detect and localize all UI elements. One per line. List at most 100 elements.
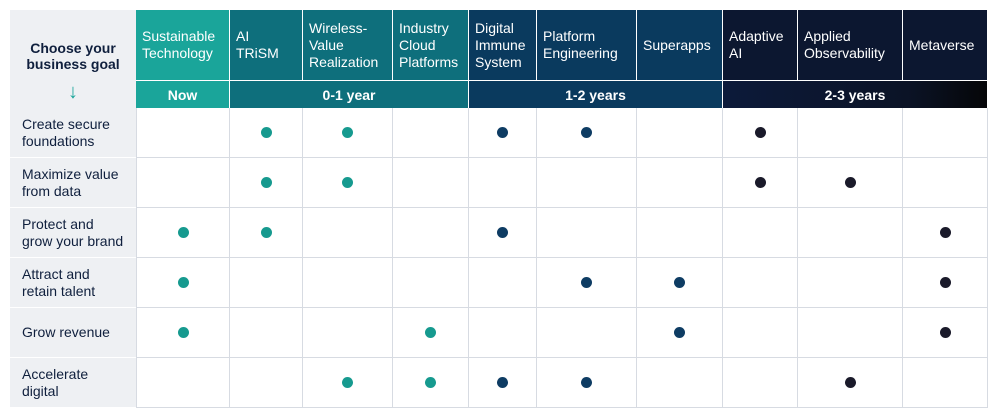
column-header: Metaverse [903,10,988,80]
goal-header-title: Choose your business goal [26,40,120,72]
relevance-dot-icon [177,227,189,238]
relevance-dot-icon [754,177,766,188]
column-header: Adaptive AI [723,10,798,80]
matrix-cell [637,358,723,408]
timeline-band: Now [136,81,230,108]
matrix-cell [136,158,230,208]
matrix-cell [798,208,903,258]
goal-row: Create secure foundations [10,108,988,158]
matrix-cell [303,308,393,358]
relevance-dot-icon [939,227,951,238]
matrix-cell [393,108,469,158]
relevance-dot-icon [177,327,189,338]
relevance-dot-icon [497,377,508,388]
matrix-cell [723,158,798,208]
relevance-dot-icon [260,227,272,238]
matrix-cell [469,358,537,408]
timeline-band: 0-1 year [230,81,469,108]
matrix-cell [537,108,637,158]
column-header: AI TRiSM [230,10,303,80]
matrix-cell [393,308,469,358]
relevance-dot-icon [497,127,508,138]
matrix-cell [303,258,393,308]
relevance-dot-icon [342,177,353,188]
goal-row: Attract and retain talent [10,258,988,308]
matrix-cell [798,308,903,358]
timeline-band-row: Now 0-1 year 1-2 years 2-3 years [136,81,988,108]
matrix-cell [637,208,723,258]
matrix-cell [537,308,637,358]
relevance-dot-icon [844,177,856,188]
goal-label: Maximize value from data [10,158,136,208]
relevance-dot-icon [497,227,508,238]
matrix-cell [303,208,393,258]
matrix-cell [903,158,988,208]
goal-row: Grow revenue [10,308,988,358]
matrix-cell [136,258,230,308]
goal-label: Create secure foundations [10,108,136,158]
goal-row: Protect and grow your brand [10,208,988,258]
matrix-cell [798,158,903,208]
matrix-cell [230,258,303,308]
matrix-cell [537,358,637,408]
goal-grid: Create secure foundations Maximize value … [10,108,988,408]
matrix-cell [303,158,393,208]
matrix-cell [469,208,537,258]
goal-label: Attract and retain talent [10,258,136,308]
timeline-band: 2-3 years [723,81,988,108]
technology-header-row: Sustainable Technology AI TRiSM Wireless- … [136,10,988,80]
matrix-cell [903,308,988,358]
matrix-cell [903,258,988,308]
relevance-dot-icon [342,377,353,388]
matrix-cell [723,108,798,158]
matrix-cell [469,108,537,158]
relevance-dot-icon [342,127,353,138]
matrix-cell [230,108,303,158]
matrix-cell [903,108,988,158]
matrix-cell [723,358,798,408]
relevance-dot-icon [260,177,272,188]
relevance-dot-icon [674,277,685,288]
matrix-cell [393,358,469,408]
matrix-cell [393,158,469,208]
matrix-cell [537,208,637,258]
goal-label: Accelerate digital [10,358,136,408]
matrix-cell [723,258,798,308]
matrix-cell [303,108,393,158]
goal-row: Accelerate digital [10,358,988,408]
relevance-dot-icon [939,277,951,288]
column-header: Digital Immune System [469,10,537,80]
matrix-cell [469,158,537,208]
matrix-cell [903,358,988,408]
column-header: Wireless- Value Realization [303,10,393,80]
goal-row: Maximize value from data [10,158,988,208]
matrix-cell [136,308,230,358]
matrix-cell [637,308,723,358]
matrix-cell [230,308,303,358]
matrix-cell [903,208,988,258]
matrix-cell [637,258,723,308]
relevance-dot-icon [939,327,951,338]
matrix-cell [637,108,723,158]
relevance-dot-icon [425,377,436,388]
timeline-band: 1-2 years [469,81,723,108]
matrix-cell [393,258,469,308]
column-header: Sustainable Technology [136,10,230,80]
relevance-dot-icon [177,277,189,288]
relevance-dot-icon [581,127,592,138]
matrix-cell [537,158,637,208]
matrix-cell [136,208,230,258]
matrix-cell [637,158,723,208]
column-header: Industry Cloud Platforms [393,10,469,80]
matrix-cell [303,358,393,408]
goal-header-cell: Choose your business goal ↓ [10,10,136,108]
matrix-cell [798,108,903,158]
column-header: Applied Observability [798,10,903,80]
matrix-cell [537,258,637,308]
matrix-cell [723,208,798,258]
matrix-cell [469,308,537,358]
arrow-down-icon: ↓ [68,81,78,103]
goal-label: Grow revenue [10,308,136,358]
relevance-dot-icon [581,377,592,388]
matrix-cell [469,258,537,308]
